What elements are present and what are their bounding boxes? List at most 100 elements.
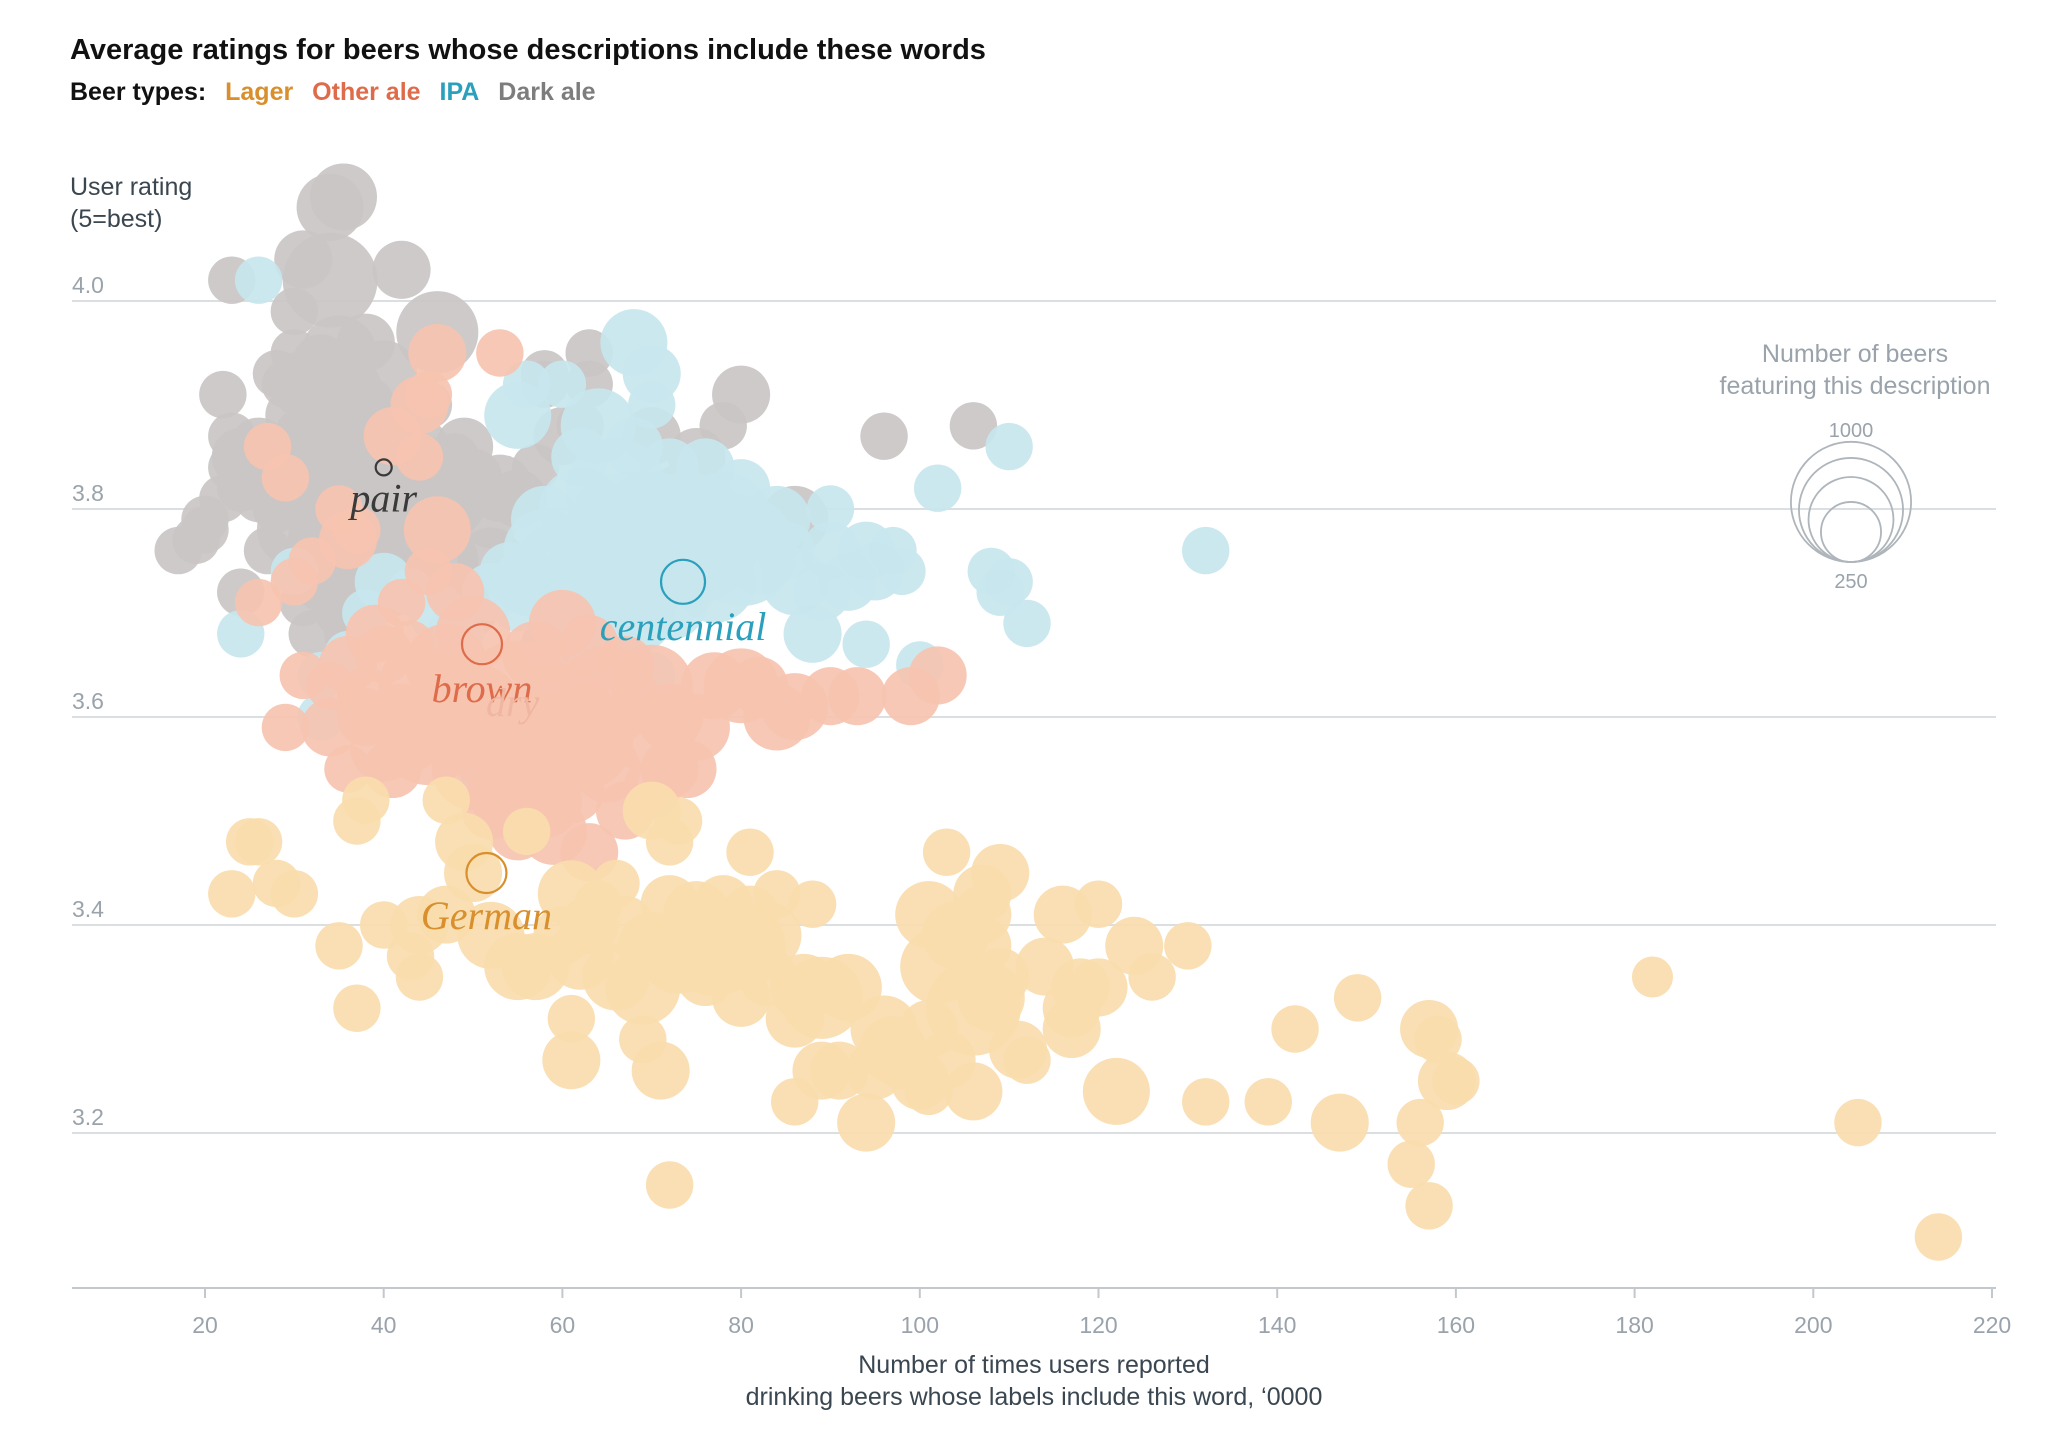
data-point [234,578,283,627]
data-point [333,506,381,554]
data-point [628,381,676,429]
data-point [1244,1078,1292,1126]
data-point [810,1041,869,1100]
data-point [828,667,887,726]
data-point [837,1093,896,1152]
legend-item-other-ale: Other ale [312,78,421,106]
size-legend-title-line-2: featuring this description [1720,372,1991,400]
data-point [1164,922,1212,970]
annotation-label: German [421,893,552,938]
legend-item-lager: Lager [225,78,294,106]
data-point [476,329,524,377]
data-point [1128,953,1176,1001]
data-point [306,662,354,710]
data-point [756,521,815,580]
data-point [538,360,587,408]
data-point [252,350,301,398]
data-point [899,999,958,1059]
data-point [274,230,333,289]
data-point [359,901,408,949]
data-point [315,922,363,970]
data-point [1631,956,1673,998]
data-point [404,547,453,596]
data-point [431,433,479,481]
data-point [645,1161,694,1209]
data-point [654,797,703,845]
x-tick-label: 100 [901,1312,939,1338]
data-point [1333,974,1382,1022]
data-point [252,859,301,908]
x-tick-label: 120 [1079,1312,1117,1338]
data-point [788,880,837,928]
data-point [1182,526,1230,575]
data-point [261,703,310,752]
y-axis-title-line-2: (5=best) [70,205,162,233]
data-point [726,828,774,876]
data-point [949,402,998,450]
data-point [261,454,310,502]
data-point [658,739,717,799]
annotation-ring [659,558,707,605]
data-point [574,519,658,603]
data-point [592,859,640,908]
x-tick-label: 140 [1258,1312,1296,1338]
x-axis-title-line-2: drinking beers whose labels include this… [746,1383,1323,1411]
data-point [333,984,381,1032]
data-point [511,485,579,553]
data-point [208,870,256,918]
data-point [484,933,552,1001]
y-axis-title-line-1: User rating [70,173,192,201]
annotation-label: pair [347,475,417,520]
data-point [619,1015,667,1064]
data-point [502,807,551,856]
data-point [1834,1098,1882,1147]
data-point [1003,599,1051,648]
annotation-label: dry [486,680,540,725]
data-point [860,412,908,460]
data-point [225,818,274,866]
x-axis-title-line-1: Number of times users reported [858,1351,1210,1379]
data-point [1310,1093,1369,1152]
y-tick-label: 3.8 [72,480,104,506]
data-point [417,885,476,944]
data-point [971,843,1030,903]
data-point [699,402,747,450]
data-point [511,443,560,492]
data-point [640,875,699,934]
data-point [976,568,1024,616]
data-point [753,870,801,918]
data-point [542,1031,601,1090]
size-legend-max-label: 1000 [1829,420,1874,442]
size-legend: Number of beers featuring this descripti… [1720,340,1991,593]
y-tick-label: 3.6 [72,688,104,714]
annotation-label: centennial [600,604,767,649]
data-point [1003,1036,1051,1084]
legend-label: Beer types: [70,78,207,106]
size-legend-min-label: 250 [1834,571,1867,593]
data-point [547,994,596,1043]
data-point [632,565,708,641]
data-point [421,652,489,720]
data-point [395,433,444,481]
data-point [296,173,364,241]
data-point [199,370,247,419]
x-tick-label: 20 [192,1312,218,1338]
data-point [905,1067,953,1116]
annotation-ring [374,458,393,477]
data-point [234,256,283,304]
data-point [403,496,471,564]
data-point [729,656,788,715]
x-tick-label: 60 [550,1312,576,1338]
legend-item-ipa: IPA [439,78,480,106]
data-point [765,989,824,1048]
data-point [908,646,967,705]
data-point [1271,1005,1319,1053]
data-point [333,360,381,408]
data-point [1914,1213,1963,1261]
data-point [1387,1140,1435,1188]
x-axis-ticks: 20 40 60 80 100 120 140 160 180 200 220 [192,1288,2011,1338]
data-point [444,843,503,903]
data-point [395,953,444,1001]
